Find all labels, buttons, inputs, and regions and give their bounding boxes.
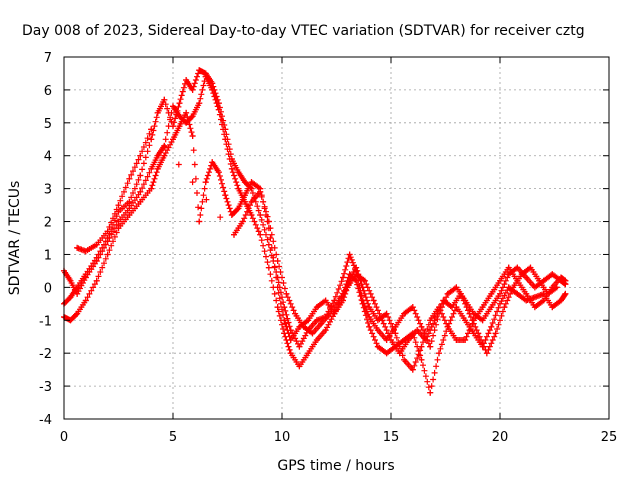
series-markers bbox=[74, 126, 560, 357]
y-tick-label: -3 bbox=[39, 380, 52, 395]
y-tick-label: -4 bbox=[39, 413, 52, 428]
x-tick-label: 5 bbox=[169, 430, 177, 445]
x-tick-label: 0 bbox=[60, 430, 68, 445]
x-tick-label: 15 bbox=[383, 430, 400, 445]
x-axis-label: GPS time / hours bbox=[277, 458, 394, 474]
y-tick-label: -1 bbox=[39, 314, 52, 329]
y-tick-label: 7 bbox=[44, 51, 52, 66]
y-tick-label: 5 bbox=[44, 117, 52, 132]
data-markers bbox=[61, 67, 569, 396]
series-markers bbox=[61, 73, 569, 396]
y-tick-label: 4 bbox=[44, 150, 52, 165]
plot-frame bbox=[63, 56, 610, 420]
chart-title: Day 008 of 2023, Sidereal Day-to-day VTE… bbox=[22, 23, 585, 39]
y-tick-label: 2 bbox=[44, 216, 52, 231]
y-tick-label: 1 bbox=[44, 248, 52, 263]
y-axis-label: SDTVAR / TECUs bbox=[7, 181, 23, 296]
grid-lines bbox=[64, 57, 609, 419]
x-tick-label: 25 bbox=[601, 430, 618, 445]
axis-ticks: 0 5 10 15 20 25 -4 -3 -2 -1 0 1 2 3 4 5 6 7 bbox=[39, 51, 617, 445]
y-tick-label: 6 bbox=[44, 84, 52, 99]
x-tick-label: 20 bbox=[492, 430, 509, 445]
series-trace-b bbox=[61, 73, 569, 396]
y-tick-label: 3 bbox=[44, 183, 52, 198]
y-tick-label: -2 bbox=[39, 347, 52, 362]
x-tick-label: 10 bbox=[274, 430, 291, 445]
y-tick-label: 0 bbox=[44, 281, 52, 296]
series-trace-d bbox=[74, 126, 560, 357]
